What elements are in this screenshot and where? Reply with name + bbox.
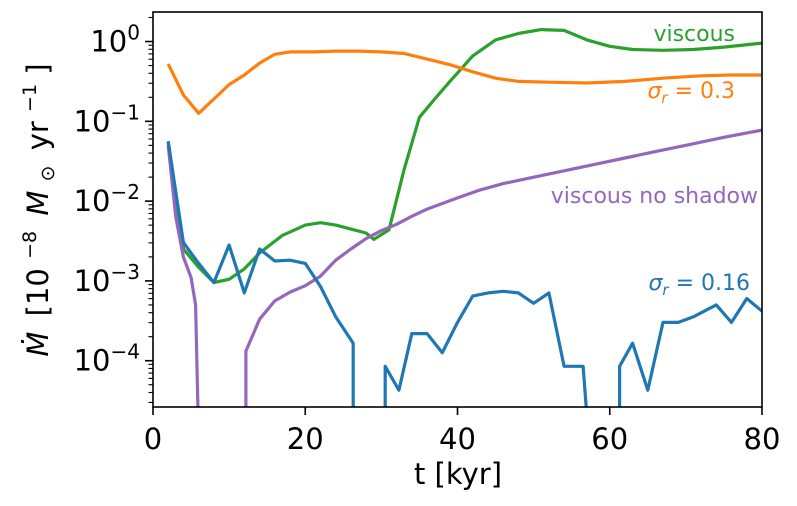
y-tick-label: 10−3 xyxy=(74,260,140,298)
y-tick-label: 10−4 xyxy=(74,340,140,378)
series-line-sigma_r_0.3-0 xyxy=(166,49,762,115)
series-label-sigma-0.3: σr = 0.3 xyxy=(647,79,735,107)
y-tick-label: 100 xyxy=(90,21,140,59)
y-label-sun: ⊙ xyxy=(37,166,59,182)
series-label-viscous: viscous xyxy=(653,22,735,47)
series-line-viscous_no_shadow-1 xyxy=(244,128,762,407)
series-label-viscous-no-shadow: viscous no shadow xyxy=(551,184,758,209)
y-label-m: M xyxy=(21,191,55,216)
x-tick-label: 40 xyxy=(439,422,476,456)
series-line-viscous_no_shadow-0 xyxy=(166,145,200,407)
y-axis: 100 10−1 10−2 10−3 10−4 xyxy=(74,16,153,403)
y-label-pre: [10 xyxy=(21,268,55,316)
series-labels: viscous σr = 0.3 viscous no shadow σr = … xyxy=(551,22,758,299)
y-label-unit: yr xyxy=(21,121,55,150)
series-line-sigma_r_0.16-2 xyxy=(618,296,762,407)
y-label-close: ] xyxy=(21,63,55,74)
y-label-exp: −8 xyxy=(19,231,41,259)
x-tick-label: 20 xyxy=(287,422,324,456)
series-line-viscous-0 xyxy=(166,28,762,285)
x-tick-label: 0 xyxy=(144,422,162,456)
series-label-sigma-0.16: σr = 0.16 xyxy=(648,271,750,299)
series-line-sigma_r_0.16-1 xyxy=(383,289,588,407)
x-tick-label: 60 xyxy=(591,422,628,456)
x-axis: 0 20 40 60 80 xyxy=(144,407,781,456)
series-line-sigma_r_0.16-0 xyxy=(166,141,355,407)
y-tick-label: 10−2 xyxy=(74,180,140,218)
x-tick-label: 80 xyxy=(744,422,781,456)
y-tick-label: 10−1 xyxy=(74,100,140,138)
plot-series xyxy=(166,28,762,407)
y-label-unit-exp: −1 xyxy=(19,84,41,112)
y-axis-label: Ṁ [10 −8 M ⊙ yr −1 ] xyxy=(9,63,61,356)
x-axis-label: t [kyr] xyxy=(414,457,502,491)
y-label-mdot: Ṁ xyxy=(21,332,55,357)
